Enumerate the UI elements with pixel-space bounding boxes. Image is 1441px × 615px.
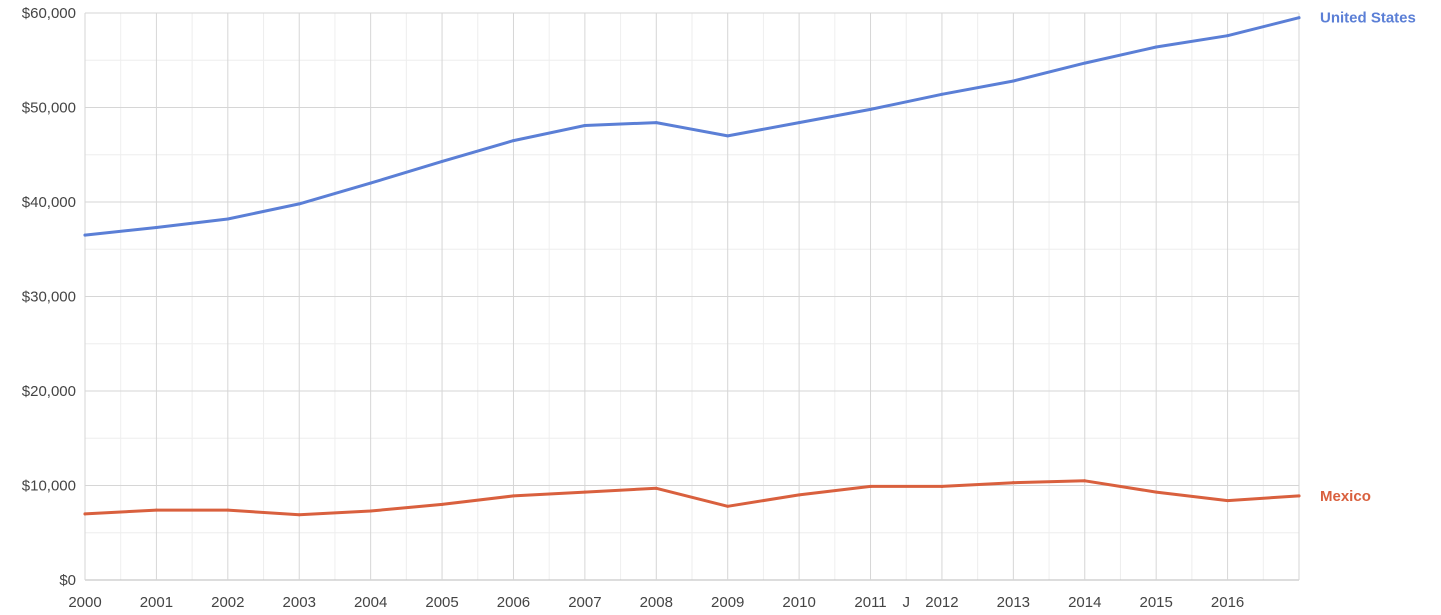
data-point xyxy=(1083,61,1087,65)
data-point xyxy=(583,123,587,127)
y-tick-label: $50,000 xyxy=(22,100,76,117)
data-point xyxy=(83,512,87,516)
data-point xyxy=(511,139,515,143)
data-point xyxy=(83,233,87,237)
y-tick-label: $0 xyxy=(59,572,76,589)
series-line-united-states xyxy=(83,16,1301,237)
data-point xyxy=(1011,79,1015,83)
y-tick-label: $30,000 xyxy=(22,289,76,306)
data-point xyxy=(369,181,373,185)
x-tick-label: 2006 xyxy=(497,594,530,611)
data-point xyxy=(797,493,801,497)
data-point xyxy=(226,508,230,512)
data-point xyxy=(1226,34,1230,38)
x-tick-label: 2002 xyxy=(211,594,244,611)
x-tick-label: 2001 xyxy=(140,594,173,611)
data-point xyxy=(797,121,801,125)
data-point xyxy=(154,226,158,230)
data-point xyxy=(869,107,873,111)
x-tick-label: 2000 xyxy=(68,594,101,611)
data-point xyxy=(1154,490,1158,494)
data-point xyxy=(726,134,730,138)
data-point xyxy=(940,92,944,96)
data-point xyxy=(1297,494,1301,498)
x-tick-label: 2011 xyxy=(854,594,886,611)
data-point xyxy=(297,513,301,517)
x-tick-label: 2016 xyxy=(1211,594,1244,611)
data-point xyxy=(1154,45,1158,49)
data-point xyxy=(369,509,373,513)
x-tick-label: 2007 xyxy=(568,594,601,611)
data-point xyxy=(154,508,158,512)
x-tick-label: 2008 xyxy=(640,594,673,611)
series-lines xyxy=(83,16,1301,517)
series-label: United States xyxy=(1320,10,1416,27)
x-tick-label: 2015 xyxy=(1139,594,1172,611)
data-point xyxy=(940,484,944,488)
y-tick-label: $40,000 xyxy=(22,194,76,211)
y-tick-label: $60,000 xyxy=(22,5,76,22)
data-point xyxy=(654,486,658,490)
data-point xyxy=(440,502,444,506)
x-tick-label: 2012 xyxy=(925,594,958,611)
x-tick-label: 2004 xyxy=(354,594,387,611)
data-point xyxy=(440,159,444,163)
series-label: Mexico xyxy=(1320,488,1371,505)
x-tick-label: 2009 xyxy=(711,594,744,611)
x-tick-label: 2005 xyxy=(425,594,458,611)
x-tick-label: 2010 xyxy=(782,594,815,611)
y-tick-label: $10,000 xyxy=(22,478,76,495)
x-tick-label: 2014 xyxy=(1068,594,1101,611)
data-point xyxy=(869,484,873,488)
y-tick-label: $20,000 xyxy=(22,383,76,400)
data-point xyxy=(1083,479,1087,483)
data-point xyxy=(654,121,658,125)
x-extra-label: J xyxy=(902,594,910,611)
x-tick-label: 2003 xyxy=(283,594,316,611)
series-labels: United States Mexico xyxy=(1320,10,1416,505)
x-axis-ticks: 2000 2001 2002 2003 2004 2005 2006 2007 2008 2009… xyxy=(68,594,1244,611)
data-point xyxy=(297,202,301,206)
grid-major xyxy=(84,12,1300,581)
data-point xyxy=(726,504,730,508)
data-point xyxy=(226,217,230,221)
data-point xyxy=(1297,16,1301,20)
x-tick-label: 2013 xyxy=(997,594,1030,611)
data-point xyxy=(583,490,587,494)
data-point xyxy=(1011,481,1015,485)
series-line-mexico xyxy=(83,479,1301,517)
data-point xyxy=(1226,499,1230,503)
data-point xyxy=(511,494,515,498)
y-axis-ticks: $0 $10,000 $20,000 $30,000 $40,000 $50,000 $60… xyxy=(22,5,76,589)
